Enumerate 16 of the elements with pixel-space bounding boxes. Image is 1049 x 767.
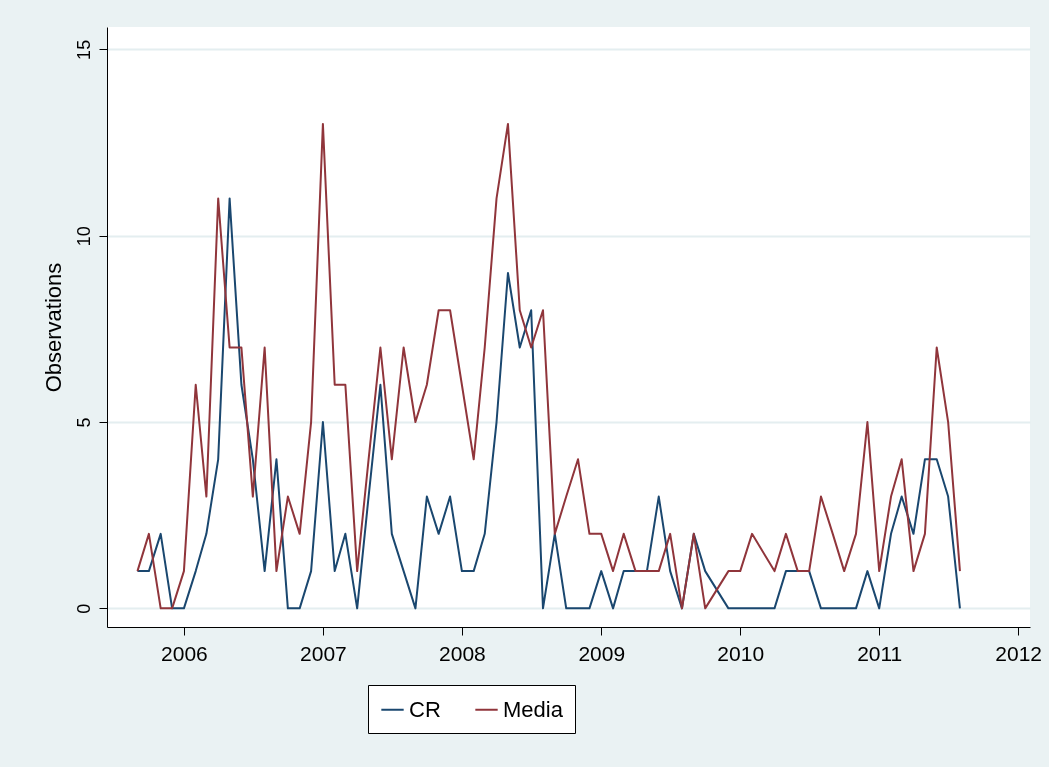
y-tick-label: 10 bbox=[73, 226, 94, 247]
x-tick-label: 2011 bbox=[857, 641, 903, 665]
x-tick-label: 2006 bbox=[161, 641, 208, 665]
line-series bbox=[136, 122, 961, 610]
legend-label: Media bbox=[503, 696, 564, 722]
y-axis-title: Observations bbox=[40, 262, 66, 393]
y-tick-label: 0 bbox=[73, 603, 94, 614]
x-tick-label: 2010 bbox=[717, 641, 765, 665]
x-tick-label: 2007 bbox=[300, 641, 347, 665]
x-tick-label: 2009 bbox=[578, 641, 626, 665]
x-tick-label: 2012 bbox=[995, 641, 1043, 665]
legend-label: CR bbox=[409, 696, 441, 722]
y-tick-label: 5 bbox=[73, 417, 94, 428]
y-tick-label: 15 bbox=[73, 39, 94, 60]
x-tick-label: 2008 bbox=[439, 641, 486, 665]
line-series bbox=[136, 197, 961, 610]
